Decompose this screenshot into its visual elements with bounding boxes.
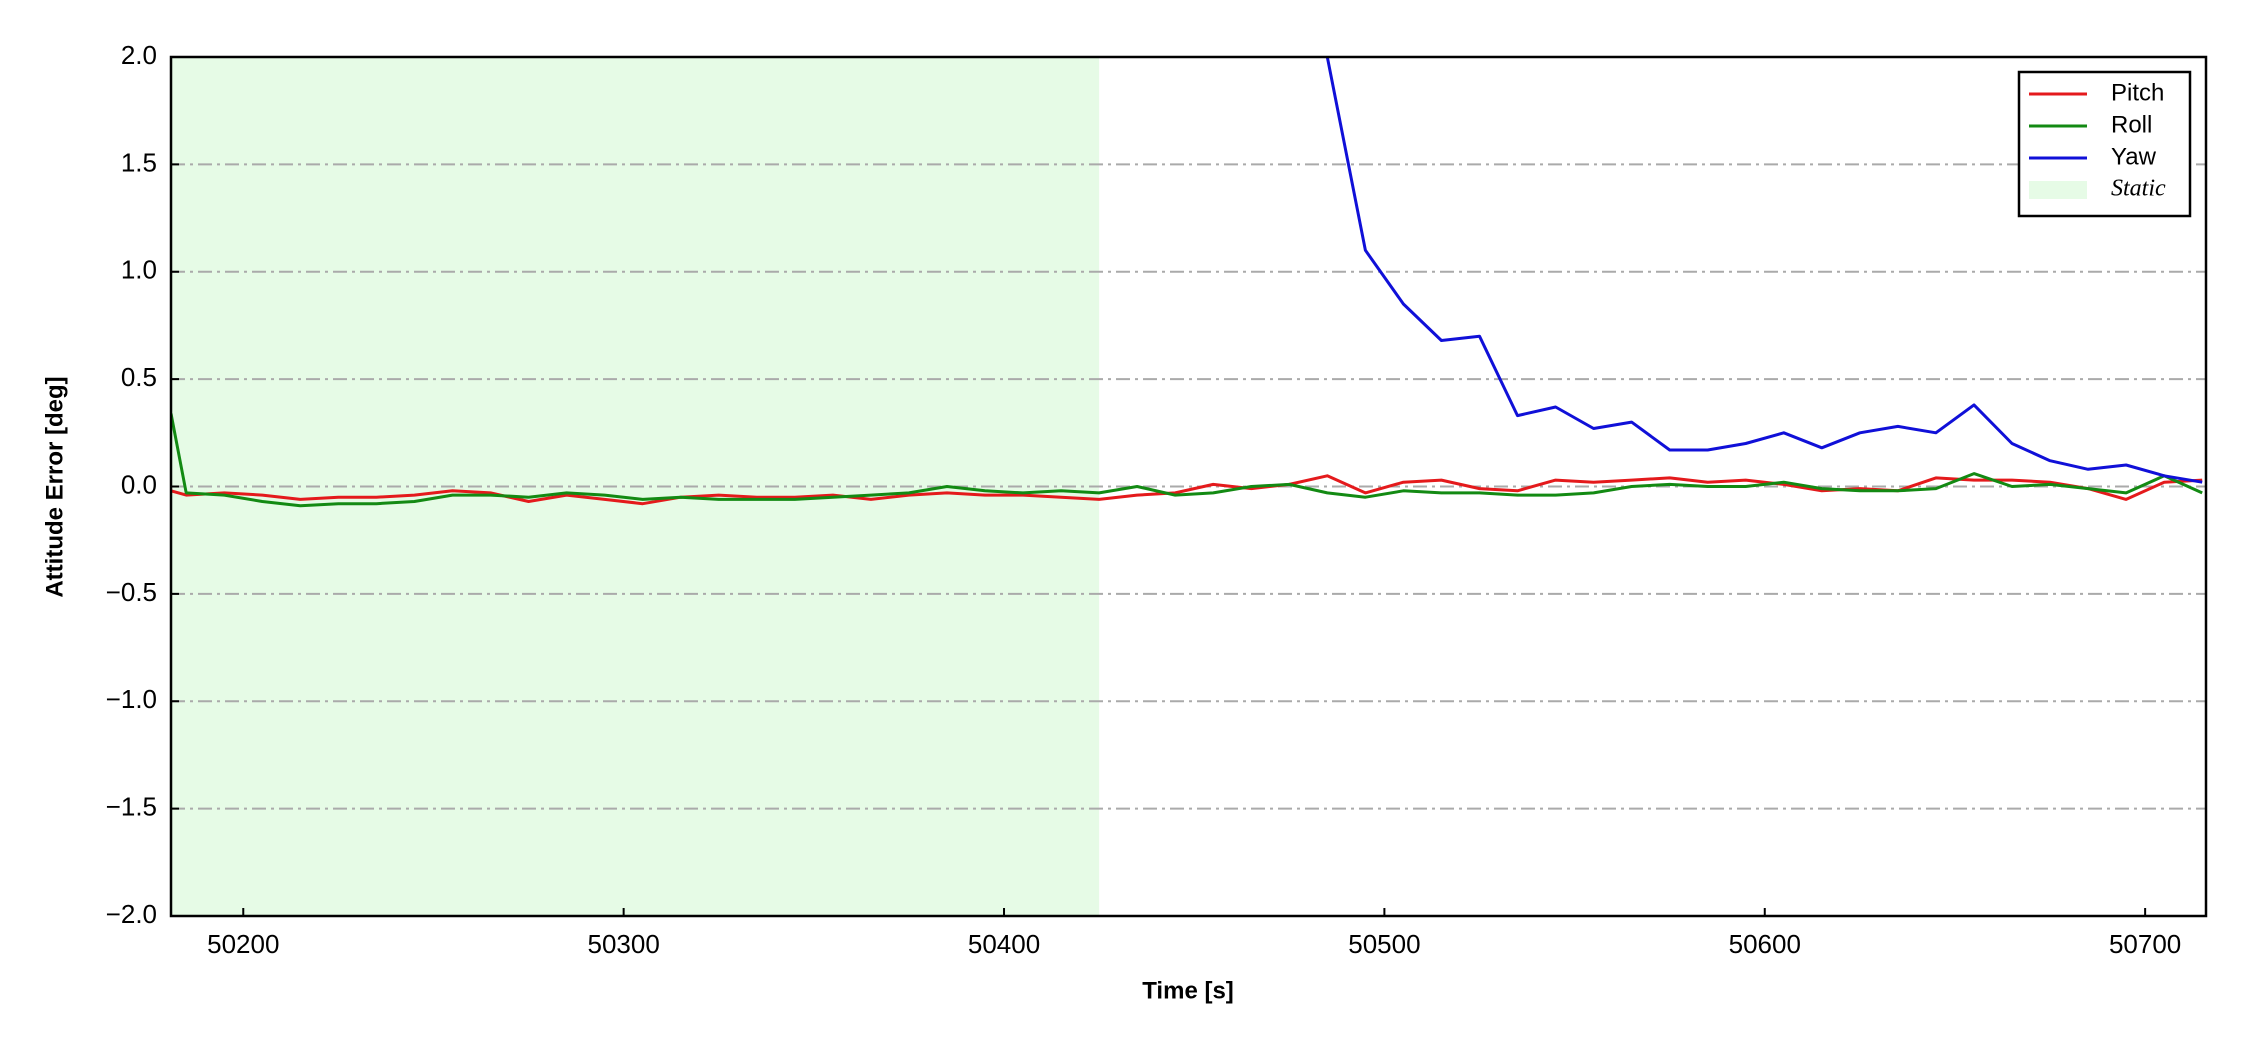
legend-label: Static xyxy=(2111,176,2166,202)
series-line xyxy=(171,413,2203,508)
y-tick-label: 2.0 xyxy=(121,40,157,70)
plot-lines xyxy=(171,57,2203,508)
plot-background xyxy=(171,56,2206,917)
series-line xyxy=(1325,57,2203,484)
y-tick-label: −1.5 xyxy=(106,792,157,822)
x-tick-label: 50200 xyxy=(207,929,279,959)
y-tick-label: 1.5 xyxy=(121,147,157,177)
legend-label: Pitch xyxy=(2111,79,2164,106)
legend: Pitch Roll Yaw Static xyxy=(2017,70,2192,218)
x-tick-label: 50600 xyxy=(1729,929,1801,959)
legend-label: Yaw xyxy=(2111,143,2157,170)
series-line xyxy=(171,474,2203,506)
y-tick-label: 0.0 xyxy=(121,469,157,499)
y-tick-label: 1.0 xyxy=(121,255,157,285)
y-axis-label: Attitude Error [deg] xyxy=(41,376,68,597)
y-tick-label: −1.0 xyxy=(106,684,157,714)
y-tick-label: −0.5 xyxy=(106,577,157,607)
x-axis-label: Time [s] xyxy=(1142,977,1234,1004)
legend-swatch xyxy=(2029,181,2087,199)
x-tick-label: 50300 xyxy=(587,929,659,959)
legend-label: Roll xyxy=(2111,111,2152,138)
y-tick-label: 0.5 xyxy=(121,362,157,392)
y-tick-label: −2.0 xyxy=(106,899,157,929)
x-tick-label: 50500 xyxy=(1348,929,1420,959)
x-tick-label: 50400 xyxy=(968,929,1040,959)
x-tick-label: 50700 xyxy=(2109,929,2181,959)
